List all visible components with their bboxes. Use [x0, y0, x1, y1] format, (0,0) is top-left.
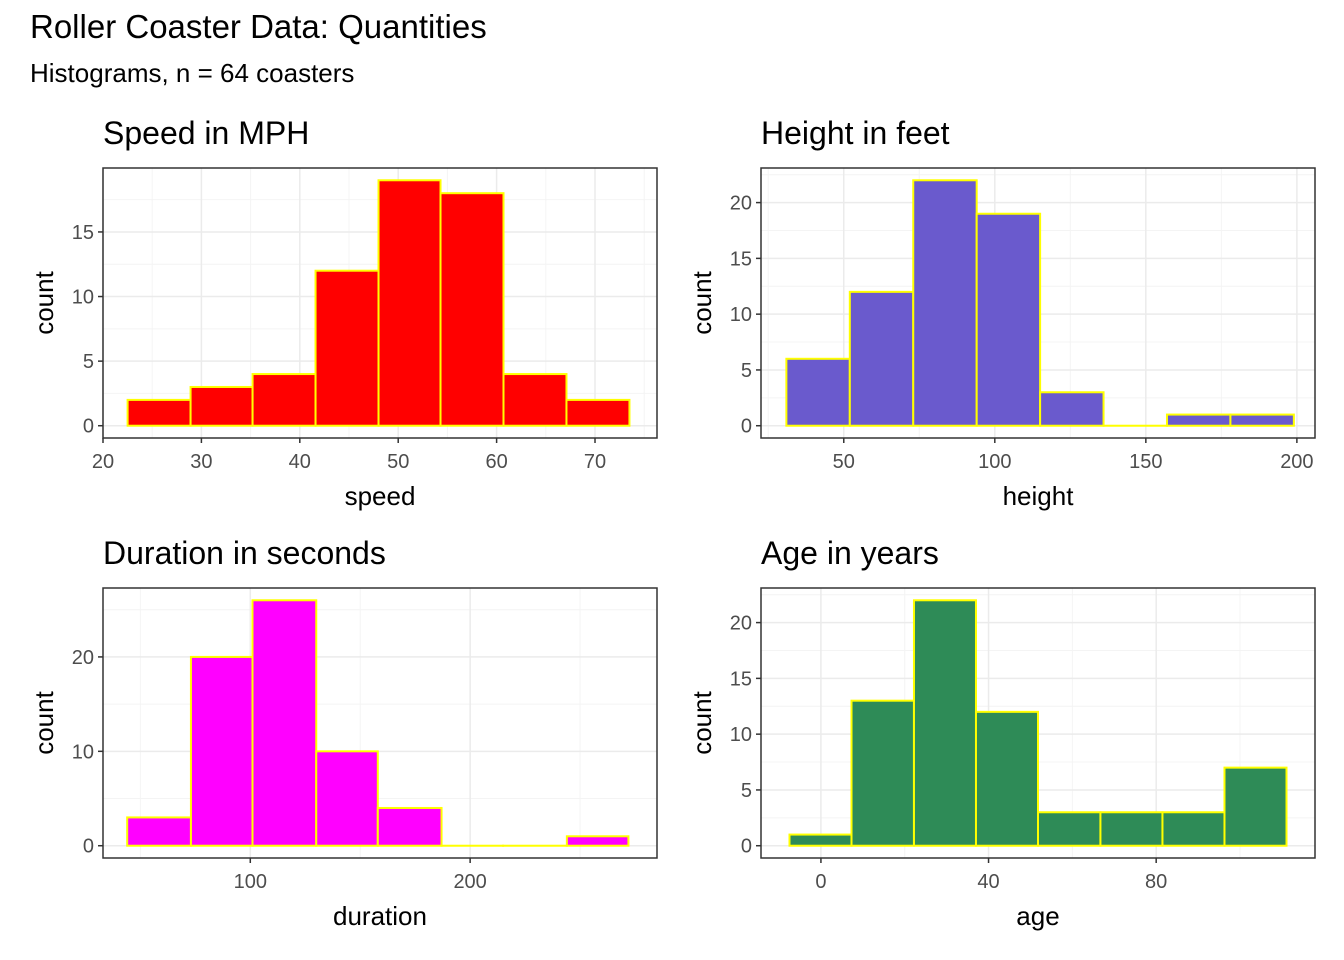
x-tick-label: 80: [1145, 871, 1167, 893]
x-tick-label: 40: [289, 451, 311, 473]
y-tick-label: 10: [730, 304, 752, 326]
y-tick-label: 20: [730, 193, 752, 215]
x-axis-title: duration: [333, 901, 427, 931]
y-tick-label: 0: [741, 416, 752, 438]
histogram-panel-age: 0 40 80 0 5 10 15 20 Age in years age count: [687, 535, 1316, 931]
x-axis-title: speed: [345, 481, 416, 511]
figure-subtitle: Histograms, n = 64 coasters: [30, 58, 355, 88]
x-tick-label: 0: [815, 871, 826, 893]
histogram-panel-duration: 100 200 0 10 20 Duration in seconds duration co…: [29, 535, 658, 931]
histogram-bar: [785, 357, 851, 427]
y-tick-label: 20: [72, 647, 94, 669]
y-tick-label: 10: [72, 741, 94, 763]
panel-border: [102, 587, 658, 859]
histogram-bar: [565, 835, 630, 847]
x-tick-label: 50: [387, 451, 409, 473]
histogram-bar: [1161, 811, 1226, 847]
panel-title: Age in years: [761, 535, 939, 571]
panel-border: [760, 587, 1316, 859]
x-tick-label: 100: [978, 451, 1011, 473]
x-tick-label: 70: [584, 451, 606, 473]
y-tick-label: 15: [730, 248, 752, 270]
histogram-bar: [126, 398, 192, 427]
y-axis-title: count: [687, 690, 717, 754]
y-axis-title: count: [687, 270, 717, 334]
histogram-bar: [1099, 811, 1164, 847]
y-tick-label: 10: [730, 724, 752, 746]
histogram-bar: [1039, 391, 1105, 427]
x-tick-label: 100: [234, 871, 267, 893]
histogram-bar: [315, 750, 379, 847]
x-tick-label: 60: [485, 451, 507, 473]
histogram-panel-height: 50 100 150 200 0 5 10 15 20 Height in feet height c…: [687, 115, 1316, 511]
y-tick-label: 0: [741, 836, 752, 858]
x-axis-title: height: [1003, 481, 1075, 511]
y-tick-label: 10: [72, 287, 94, 309]
x-tick-label: 30: [190, 451, 212, 473]
histogram-panel-speed: 20 30 40 50 60 70 0 5 10 15 Speed in MPH speed count: [29, 115, 658, 511]
x-axis-title: age: [1016, 901, 1059, 931]
histogram-bar: [912, 179, 978, 427]
y-tick-label: 15: [72, 222, 94, 244]
x-tick-label: 150: [1129, 451, 1162, 473]
histogram-bar: [848, 290, 915, 427]
x-tick-label: 40: [977, 871, 999, 893]
x-tick-label: 20: [92, 451, 114, 473]
y-tick-label: 5: [741, 360, 752, 382]
x-tick-label: 50: [833, 451, 855, 473]
histogram-bar: [126, 816, 192, 847]
y-tick-label: 20: [730, 613, 752, 635]
histogram-bar: [439, 192, 505, 427]
histogram-bar: [1223, 766, 1288, 847]
histogram-bar: [314, 269, 380, 427]
histogram-bar: [377, 179, 442, 427]
figure-title: Roller Coaster Data: Quantities: [30, 8, 487, 45]
x-tick-label: 200: [1280, 451, 1313, 473]
y-axis-title: count: [29, 270, 59, 334]
histogram-bar: [788, 833, 853, 847]
y-tick-label: 0: [83, 416, 94, 438]
histogram-bar: [376, 806, 443, 847]
y-axis-title: count: [29, 690, 59, 754]
y-tick-label: 0: [83, 836, 94, 858]
panel-title: Height in feet: [761, 115, 950, 151]
panel-border: [102, 167, 658, 439]
histogram-bar: [912, 599, 977, 847]
histogram-bar: [1229, 413, 1295, 427]
histogram-bar: [974, 710, 1039, 847]
histogram-bar: [975, 212, 1042, 427]
histogram-bar: [1037, 811, 1102, 847]
histogram-bar: [565, 398, 631, 427]
histogram-bar: [251, 373, 317, 427]
y-tick-label: 15: [730, 668, 752, 690]
histogram-bar: [189, 385, 254, 427]
histogram-bar: [502, 373, 568, 427]
histogram-bar: [189, 655, 254, 847]
y-tick-label: 5: [741, 780, 752, 802]
x-tick-label: 200: [453, 871, 486, 893]
histogram-bar: [850, 699, 915, 847]
y-tick-label: 5: [83, 351, 94, 373]
panel-border: [760, 167, 1316, 439]
histogram-bar: [251, 599, 318, 847]
histogram-bar: [1165, 413, 1232, 427]
panel-title: Speed in MPH: [103, 115, 309, 151]
panel-title: Duration in seconds: [103, 535, 386, 571]
